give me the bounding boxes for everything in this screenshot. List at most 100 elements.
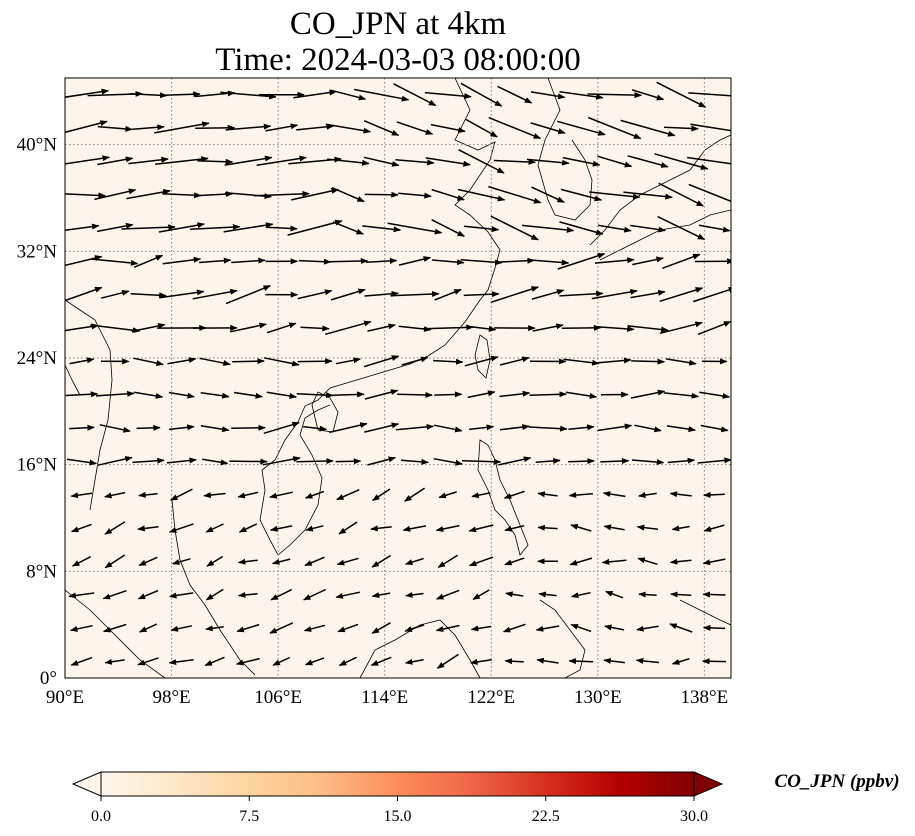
wind-arrow bbox=[605, 590, 624, 599]
colorbar-tick-label: 22.5 bbox=[532, 808, 560, 825]
wind-arrow bbox=[656, 81, 707, 108]
map-title-line2: Time: 2024-03-03 08:00:00 bbox=[215, 42, 580, 78]
wind-arrow bbox=[461, 458, 502, 465]
wind-arrow bbox=[102, 589, 127, 600]
wind-arrow bbox=[404, 624, 425, 632]
wind-arrow bbox=[457, 188, 506, 202]
wind-arrow bbox=[102, 623, 127, 633]
wind-arrow bbox=[100, 289, 130, 299]
wind-arrow bbox=[197, 158, 234, 165]
wind-arrow bbox=[568, 458, 595, 465]
wind-arrow bbox=[424, 91, 472, 100]
wind-arrow bbox=[431, 188, 465, 201]
wind-arrow bbox=[563, 358, 600, 366]
wind-arrow bbox=[69, 357, 95, 365]
wind-arrow bbox=[464, 355, 499, 367]
wind-arrow bbox=[597, 224, 632, 233]
wind-arrow bbox=[237, 591, 258, 598]
wind-arrow bbox=[490, 286, 539, 304]
wind-arrow bbox=[697, 320, 731, 336]
wind-arrow bbox=[269, 622, 294, 634]
coastlines bbox=[65, 78, 731, 678]
wind-arrow bbox=[504, 524, 525, 532]
wind-arrow bbox=[559, 90, 604, 100]
wind-arrow bbox=[638, 492, 657, 498]
wind-arrow bbox=[669, 491, 692, 498]
wind-arrow bbox=[70, 492, 93, 499]
wind-arrow bbox=[527, 258, 570, 266]
wind-arrow bbox=[530, 122, 566, 135]
wind-arrow bbox=[499, 356, 530, 366]
coastline-sumatra bbox=[65, 589, 166, 678]
wind-arrow bbox=[138, 556, 158, 567]
wind-arrow bbox=[325, 320, 372, 336]
wind-arrow bbox=[97, 222, 134, 233]
wind-arrow bbox=[654, 153, 709, 170]
coastline-india-east bbox=[65, 364, 81, 396]
wind-arrow bbox=[535, 457, 561, 464]
wind-arrow bbox=[390, 290, 440, 297]
wind-arrow bbox=[366, 257, 398, 264]
wind-arrow bbox=[601, 558, 627, 565]
wind-arrow bbox=[336, 489, 360, 501]
wind-arrow bbox=[458, 149, 505, 174]
colorbar-tick-label: 7.5 bbox=[239, 808, 259, 825]
wind-arrow bbox=[196, 191, 234, 198]
wind-arrow bbox=[99, 424, 131, 433]
wind-arrow bbox=[162, 256, 202, 265]
wind-arrow bbox=[435, 624, 460, 632]
wind-arrow bbox=[70, 656, 93, 666]
wind-arrow bbox=[65, 192, 106, 199]
wind-arrow bbox=[658, 182, 704, 207]
wind-arrow bbox=[303, 425, 328, 432]
wind-arrow bbox=[404, 557, 424, 566]
wind-arrow bbox=[269, 525, 293, 532]
wind-arrow bbox=[235, 657, 260, 666]
wind-arrow bbox=[291, 188, 339, 201]
wind-arrow bbox=[287, 219, 343, 236]
wind-arrow bbox=[121, 224, 176, 231]
wind-arrow bbox=[703, 524, 725, 532]
wind-arrow bbox=[303, 624, 326, 632]
wind-arrow bbox=[269, 491, 294, 499]
wind-arrow bbox=[304, 556, 325, 567]
wind-arrow bbox=[199, 257, 232, 264]
wind-arrow bbox=[436, 653, 459, 669]
wind-arrow bbox=[231, 424, 266, 431]
wind-arrow bbox=[470, 625, 492, 632]
wind-arrow bbox=[364, 290, 399, 297]
wind-arrow bbox=[304, 657, 325, 666]
y-tick-label: 0° bbox=[40, 668, 57, 689]
wind-arrow bbox=[631, 358, 666, 365]
coastline-malay-peninsula bbox=[171, 499, 256, 676]
colorbar-tick-label: 0.0 bbox=[91, 808, 111, 825]
wind-arrow bbox=[425, 157, 471, 167]
wind-arrow bbox=[104, 521, 126, 535]
wind-arrow bbox=[225, 123, 272, 131]
wind-arrow bbox=[162, 192, 202, 199]
wind-arrow bbox=[136, 424, 161, 431]
wind-arrow bbox=[328, 258, 369, 265]
wind-arrow bbox=[200, 392, 230, 399]
wind-vectors bbox=[65, 81, 731, 669]
wind-arrow bbox=[565, 391, 598, 399]
wind-arrow bbox=[598, 357, 632, 364]
wind-arrow bbox=[97, 456, 133, 466]
wind-arrow bbox=[397, 391, 433, 398]
wind-arrow bbox=[300, 325, 330, 332]
coastline-borneo bbox=[359, 619, 481, 678]
wind-arrow bbox=[667, 457, 696, 464]
wind-arrow bbox=[499, 390, 531, 398]
wind-arrow bbox=[569, 557, 593, 566]
x-tick-label: 90°E bbox=[46, 687, 84, 708]
wind-arrow bbox=[338, 521, 358, 535]
colorbar: 0.0 7.5 15.0 22.5 30.0 CO_JPN (ppbv) bbox=[71, 771, 900, 825]
wind-arrow bbox=[298, 258, 332, 265]
map-field-background bbox=[65, 78, 731, 678]
wind-arrow bbox=[70, 523, 92, 533]
map-panel[interactable] bbox=[54, 77, 742, 679]
wind-arrow bbox=[490, 215, 539, 241]
wind-arrow bbox=[666, 425, 696, 433]
wind-arrow bbox=[203, 492, 226, 499]
